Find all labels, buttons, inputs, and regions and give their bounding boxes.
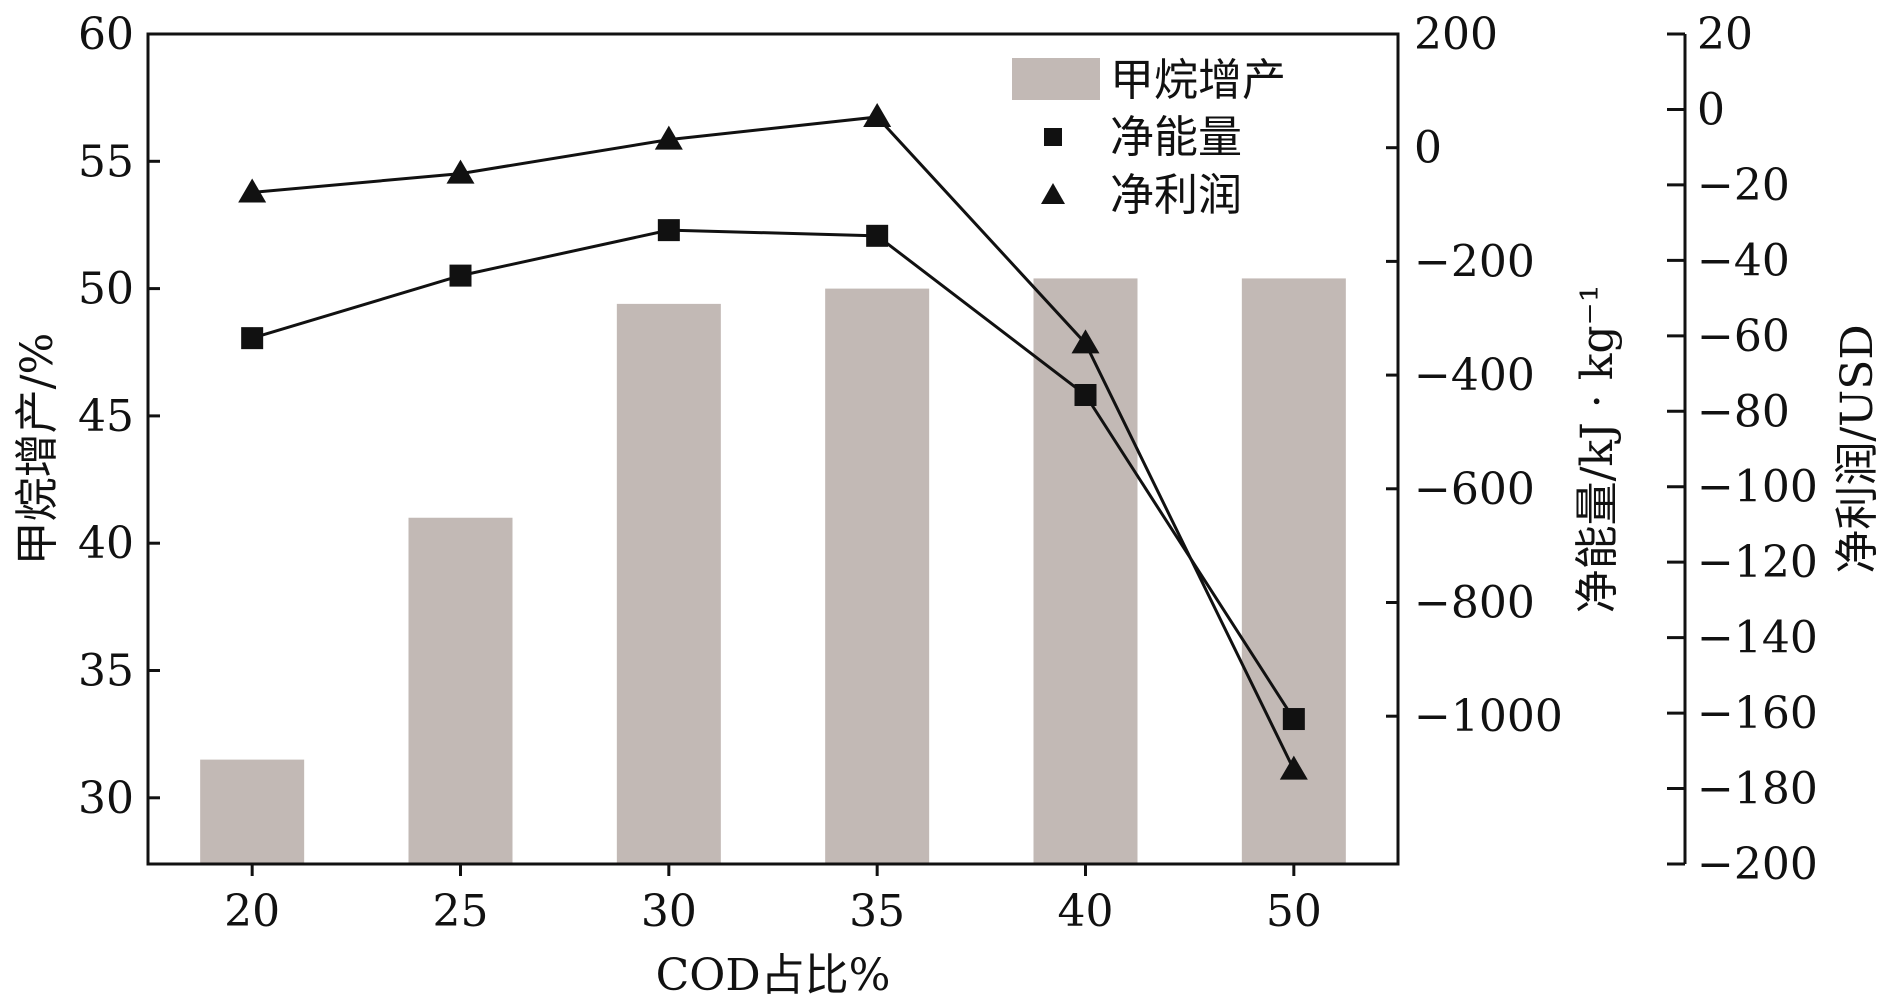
point-净利润-25	[446, 159, 475, 184]
right2-tick-label-−160: −160	[1697, 688, 1818, 739]
point-净能量-25	[449, 264, 472, 287]
x-tick-label-20: 20	[224, 886, 280, 937]
x-tick-label-40: 40	[1058, 886, 1114, 937]
right2-tick-label-−100: −100	[1697, 462, 1818, 513]
plot-frame	[146, 32, 1400, 866]
bars-layer	[200, 278, 1346, 865]
x-axis-title: COD占比%	[656, 950, 891, 998]
plot-border	[146, 32, 1400, 866]
point-净能量-30	[657, 219, 680, 242]
right2-tick-label-0: 0	[1697, 84, 1725, 135]
bar-20	[200, 759, 305, 864]
left-tick-label-40: 40	[78, 518, 134, 569]
legend-bar-swatch	[1012, 58, 1100, 100]
point-净能量-20	[241, 327, 264, 350]
point-净利润-35	[863, 103, 892, 127]
right-axis-2-title: 净利润/USD	[1832, 324, 1883, 573]
right1-tick-label-−200: −200	[1414, 236, 1535, 287]
bar-30	[616, 303, 721, 864]
right2-tick-label-−140: −140	[1697, 613, 1818, 664]
right-axis-1-title: 净能量/kJ · kg⁻¹	[1572, 285, 1623, 614]
lines-layer	[238, 103, 1308, 780]
x-tick-label-25: 25	[433, 886, 489, 937]
x-tick-label-30: 30	[641, 886, 697, 937]
point-净能量-40	[1074, 383, 1097, 406]
right2-tick-label-−20: −20	[1697, 160, 1790, 211]
right2-tick-label-−60: −60	[1697, 311, 1790, 362]
right1-tick-label-−800: −800	[1414, 577, 1535, 628]
right1-tick-label-−600: −600	[1414, 464, 1535, 515]
point-净利润-20	[238, 178, 267, 203]
left-tick-label-35: 35	[78, 646, 134, 697]
point-净利润-50	[1279, 755, 1308, 780]
legend-label-profit: 净利润	[1110, 170, 1242, 221]
right1-tick-label-−400: −400	[1414, 350, 1535, 401]
left-tick-label-30: 30	[78, 773, 134, 824]
right2-tick-label-−80: −80	[1697, 386, 1790, 437]
line-净能量	[251, 228, 1296, 720]
point-净能量-35	[866, 224, 889, 247]
right1-tick-label-0: 0	[1414, 123, 1442, 174]
left-tick-label-60: 60	[78, 9, 134, 60]
left-axis-title: 甲烷增产/%	[12, 333, 63, 566]
left-tick-label-45: 45	[78, 391, 134, 442]
right1-tick-label-−1000: −1000	[1414, 691, 1563, 742]
bar-25	[408, 517, 513, 864]
right2-tick-label-−200: −200	[1697, 839, 1818, 890]
x-tick-label-50: 50	[1266, 886, 1322, 937]
bar-40	[1033, 278, 1138, 864]
right2-tick-label-−180: −180	[1697, 764, 1818, 815]
right2-tick-label-−120: −120	[1697, 537, 1818, 588]
left-tick-label-55: 55	[78, 136, 134, 187]
right2-tick-label-−40: −40	[1697, 235, 1790, 286]
right2-tick-label-20: 20	[1697, 9, 1753, 60]
point-净利润-40	[1071, 329, 1100, 354]
line-净利润	[252, 115, 1296, 771]
legend-triangle-marker	[1041, 183, 1065, 204]
right1-tick-label-200: 200	[1414, 9, 1498, 60]
bar-35	[825, 288, 930, 865]
legend-square-marker	[1044, 128, 1062, 146]
legend-label-bar: 甲烷增产	[1110, 55, 1286, 106]
point-净利润-30	[654, 125, 683, 150]
legend: 甲烷增产 净能量 净利润	[1012, 55, 1286, 221]
legend-label-energy: 净能量	[1110, 112, 1242, 163]
x-tick-label-35: 35	[849, 886, 905, 937]
left-tick-label-50: 50	[78, 264, 134, 315]
point-净能量-50	[1282, 708, 1305, 731]
